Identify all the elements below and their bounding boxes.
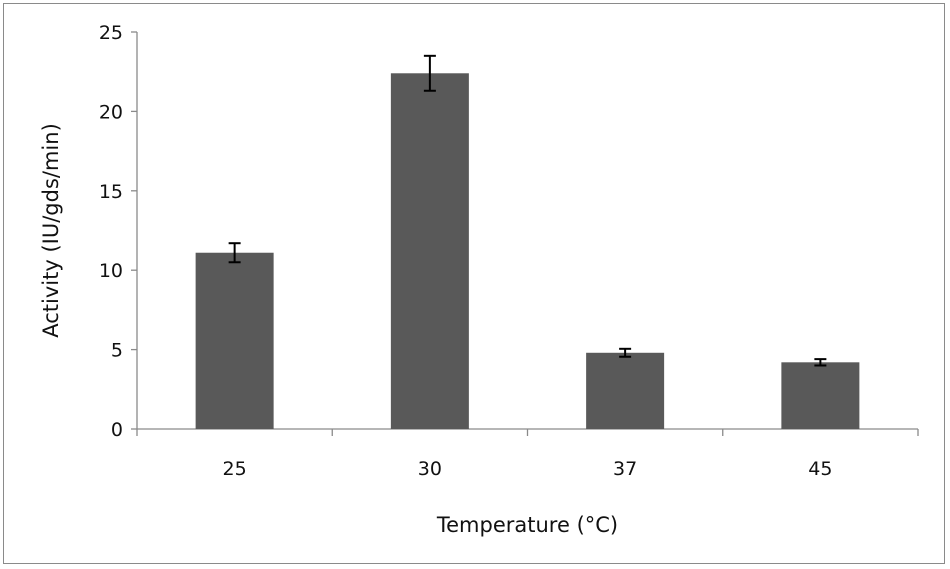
y-tick-label: 20 — [99, 101, 123, 123]
x-tick-label: 37 — [613, 458, 637, 480]
y-tick-label: 5 — [111, 340, 123, 362]
y-tick-label: 0 — [111, 419, 123, 441]
y-ticks: 0 5 10 15 20 25 — [99, 22, 137, 441]
error-bar — [814, 358, 827, 367]
bar — [586, 352, 665, 429]
x-axis-title: Temperature (°C) — [436, 513, 618, 537]
x-tick-label: 25 — [223, 458, 247, 480]
error-bars — [228, 54, 827, 367]
bars — [195, 73, 860, 430]
chart-frame — [3, 3, 945, 564]
bar — [781, 362, 860, 429]
y-tick-label: 25 — [99, 22, 123, 44]
y-tick-label: 15 — [99, 181, 123, 203]
y-axis-title: Activity (IU/gds/min) — [39, 123, 63, 338]
x-tick-label: 30 — [418, 458, 442, 480]
bar — [195, 252, 274, 429]
error-bar — [228, 242, 241, 264]
error-bar — [423, 54, 436, 92]
bar — [390, 73, 469, 430]
x-tick-label: 45 — [808, 458, 832, 480]
error-bar — [619, 347, 632, 358]
y-tick-label: 10 — [99, 260, 123, 282]
x-ticks: 25 30 37 45 — [136, 429, 919, 480]
